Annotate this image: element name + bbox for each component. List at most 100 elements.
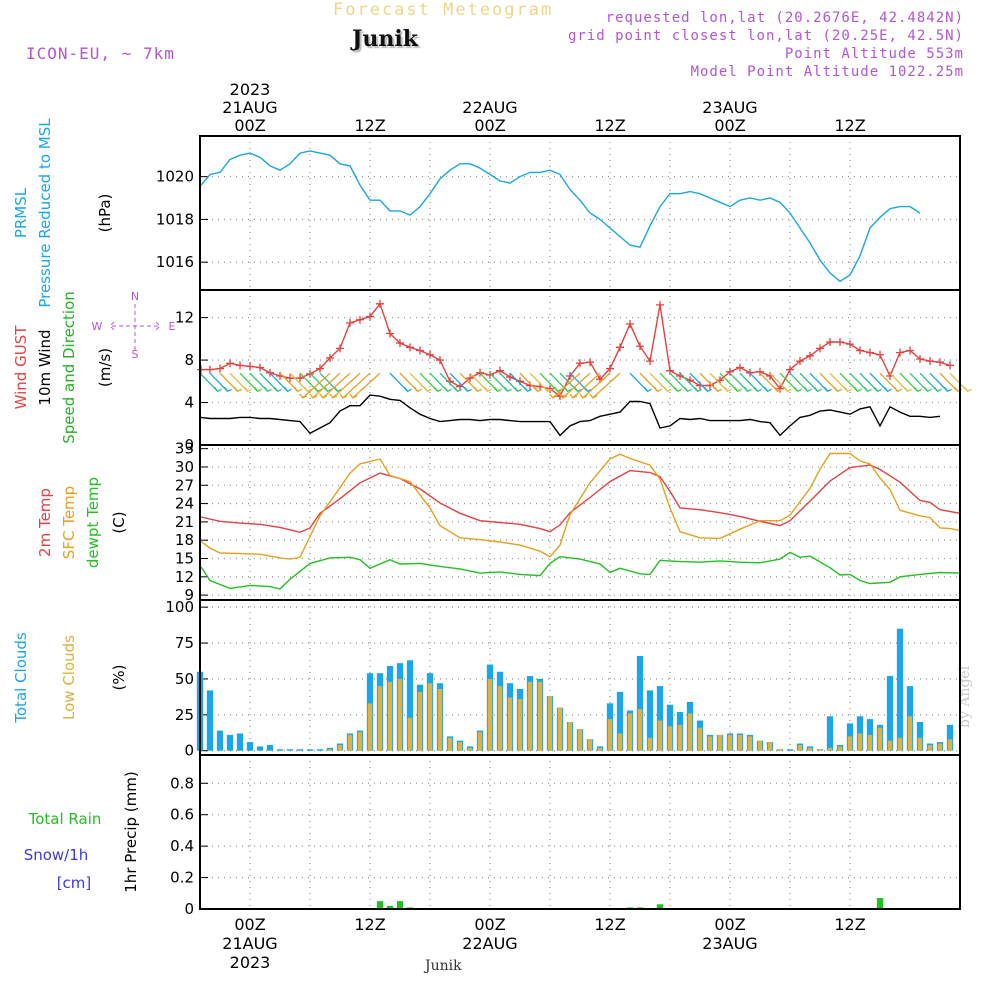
wind-arrow-head [274, 386, 282, 393]
wind-arrow [322, 372, 351, 399]
time-label-top: 00Z [474, 116, 505, 135]
wind-arrow-head [824, 386, 832, 393]
wind-arrow-head [494, 386, 502, 393]
bar [947, 739, 953, 751]
bar [397, 678, 403, 751]
bar [597, 747, 603, 751]
gust-marker [546, 384, 554, 393]
bar [266, 744, 274, 751]
bar [557, 707, 563, 751]
wind-arrow-head [569, 393, 578, 399]
wind-arrow-head [404, 386, 412, 393]
gust-marker [206, 365, 214, 374]
wind-arrow-head [744, 386, 752, 393]
bar [206, 690, 214, 751]
bar [607, 719, 613, 751]
bar [667, 726, 673, 751]
gust-marker [316, 364, 324, 373]
bar [677, 724, 683, 751]
bar [897, 737, 903, 751]
wind-arrow-head [894, 386, 902, 393]
wind-arrow-head [514, 386, 522, 393]
bar [827, 747, 833, 751]
y-tick-label: 1018 [156, 210, 194, 228]
bar [567, 721, 573, 751]
snow-unit-label: [cm] [57, 874, 92, 892]
gust-marker [576, 359, 584, 368]
wind-arrow-head [264, 386, 272, 393]
bar [647, 737, 653, 751]
wind-arrow-head [554, 386, 562, 393]
bar [537, 681, 543, 751]
panel-label: Pressure Reduced to MSL [36, 118, 54, 308]
bar [826, 716, 834, 751]
y-tick-label: 18 [175, 531, 194, 549]
bar [487, 678, 493, 751]
panel-pressure: 1016 1018 1020 PRMSL Pressure Reduced to MSL… [12, 118, 961, 308]
series-line-0 [200, 150, 921, 283]
time-label-bottom: 22AUG [462, 934, 517, 953]
wind-arrow-head [754, 386, 762, 393]
y-tick-label: 0 [184, 900, 194, 918]
time-label-bottom: 00Z [234, 915, 265, 934]
gust-marker [856, 346, 864, 355]
wind-arrow-head [964, 386, 972, 393]
compass-s: S [132, 348, 139, 361]
bar [917, 737, 923, 751]
bar [817, 749, 823, 751]
y-tick-label: 24 [175, 495, 194, 513]
wind-arrow-head [294, 386, 302, 393]
y-tick-label: 0.8 [170, 774, 194, 792]
gust-marker [266, 368, 274, 377]
y-tick-label: 0 [184, 742, 194, 760]
gust-marker [826, 338, 834, 347]
panel-label: (m/s) [96, 348, 114, 387]
panel-frame [199, 135, 961, 291]
bar [216, 730, 224, 751]
time-label-top: 12Z [834, 116, 865, 135]
time-label-top: 12Z [354, 116, 385, 135]
footer-place: Junik [425, 958, 462, 974]
wind-arrow-head [924, 386, 932, 393]
wind-arrow [552, 372, 581, 399]
wind-arrow-head [484, 386, 492, 393]
gust-marker [226, 359, 234, 368]
bar [927, 744, 933, 751]
bar [687, 713, 693, 751]
panel-label: dewpt Temp [84, 477, 102, 568]
gust-marker [486, 370, 494, 379]
precip-axis-label: 1hr Precip (mm) [122, 771, 140, 892]
place-title: Junik [352, 26, 418, 52]
wind-arrow-head [464, 386, 472, 393]
time-label-top: 22AUG [462, 98, 517, 117]
y-tick-label: 4 [184, 394, 194, 412]
wind-arrow-head [414, 386, 422, 393]
snow-label: Snow/1h [24, 846, 89, 864]
bar [627, 713, 633, 751]
bar [807, 747, 813, 751]
gust-marker [646, 357, 654, 366]
wind-arrow-head [304, 386, 312, 393]
wind-arrow-head [244, 386, 252, 393]
gust-marker [376, 299, 384, 308]
y-tick-label: 21 [175, 513, 194, 531]
gust-marker [336, 344, 344, 353]
gust-marker [746, 368, 754, 377]
wind-arrow-head [684, 386, 692, 393]
bar [877, 727, 883, 751]
bar [907, 716, 913, 751]
wind-arrow-head [644, 386, 652, 393]
wind-arrow [562, 372, 591, 399]
gust-marker [586, 358, 594, 367]
gust-marker [556, 392, 564, 401]
y-tick-label: 1016 [156, 253, 194, 271]
gust-marker [756, 367, 764, 376]
bar [497, 686, 503, 751]
wind-arrow [332, 372, 361, 399]
bar [517, 699, 523, 751]
wind-arrow-head [844, 386, 852, 393]
bar [876, 898, 884, 909]
wind-arrow-head [309, 393, 318, 399]
wind-arrow-head [834, 386, 842, 393]
wind-arrow-head [534, 386, 542, 393]
